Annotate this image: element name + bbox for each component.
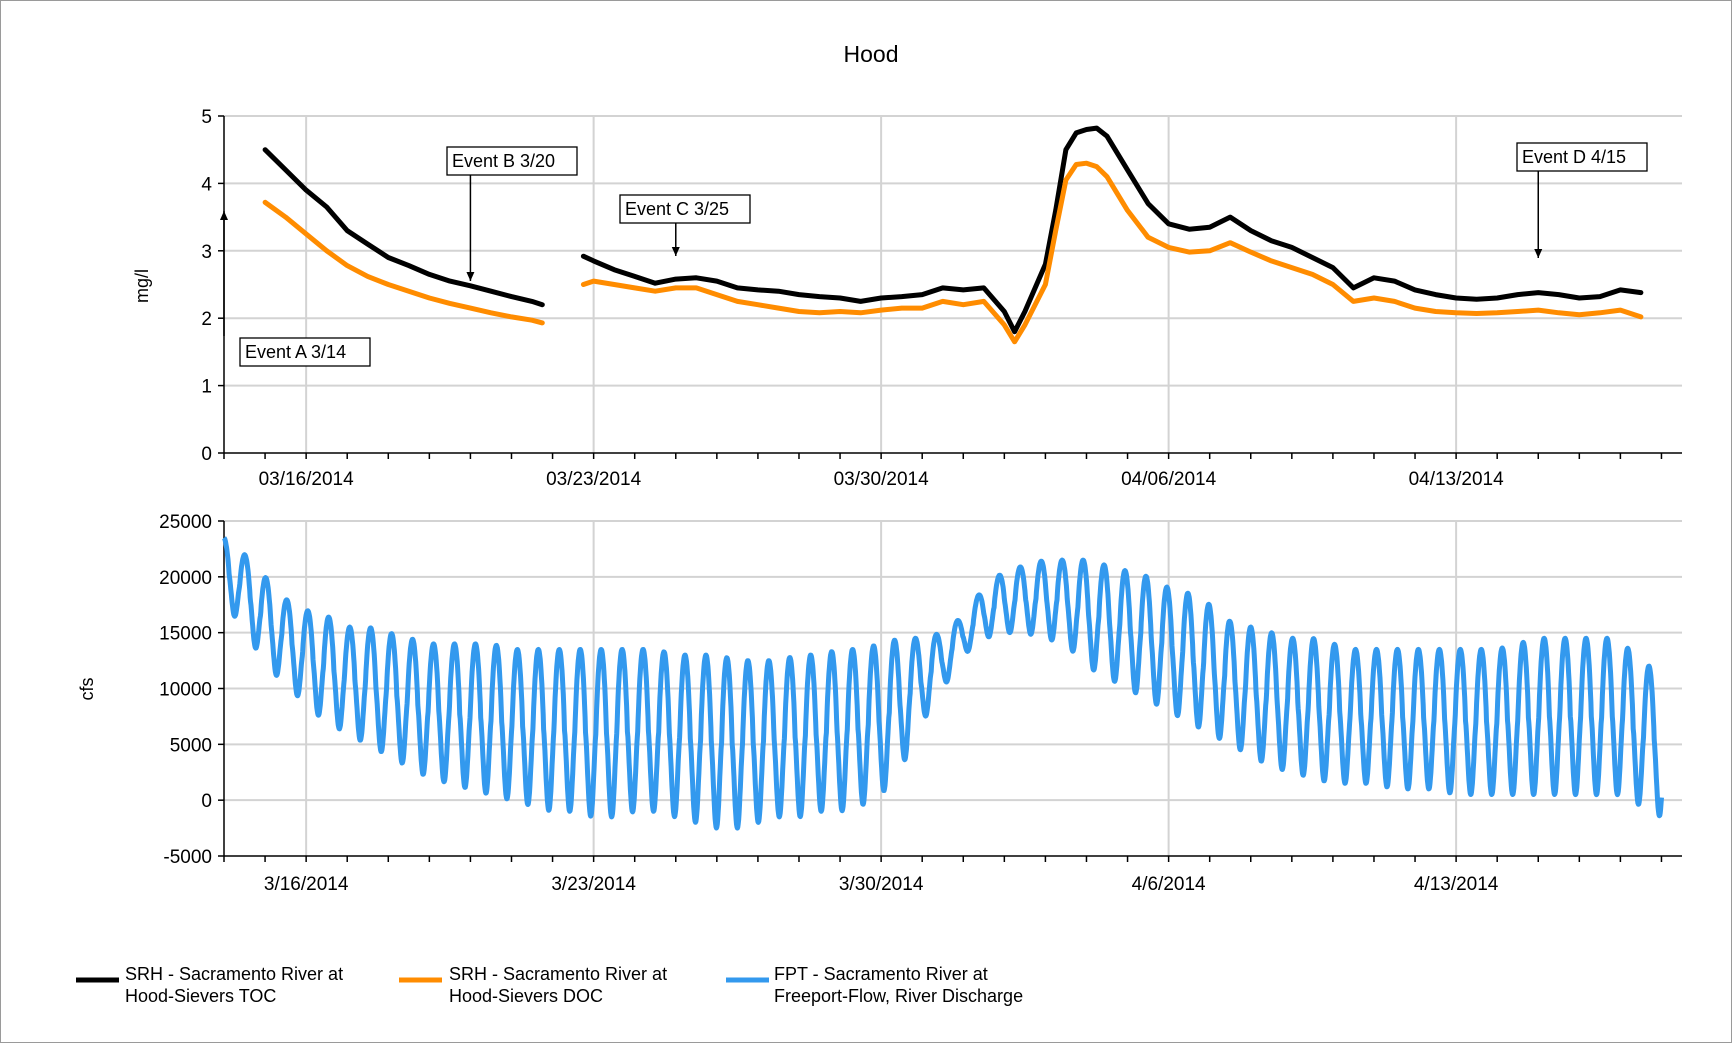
annotation-box	[239, 337, 371, 367]
legend-label: FPT - Sacramento River at	[774, 964, 988, 984]
y-tick-label: 15000	[159, 624, 212, 645]
annotation-label: Event D 4/15	[1522, 147, 1626, 167]
series-line-toc	[262, 147, 545, 308]
x-tick-label: 4/13/2014	[1414, 874, 1499, 895]
x-tick-label: 3/30/2014	[839, 874, 924, 895]
annotation-event: Event C 3/25	[619, 194, 751, 256]
top-plot-area: 0 1 2 3 4 5 03/16/2014 03/23/2014 03/30/2014 04/0…	[201, 107, 1682, 490]
x-tick-label: 03/30/2014	[834, 469, 930, 490]
legend: SRH - Sacramento River at Hood-Sievers T…	[76, 964, 1023, 1006]
legend-label: Hood-Sievers TOC	[125, 986, 276, 1006]
x-tick-label: 04/06/2014	[1121, 469, 1217, 490]
y-tick-label: 0	[201, 791, 212, 812]
y-tick-label: 10000	[159, 680, 212, 701]
annotation-label: Event C 3/25	[625, 199, 729, 219]
top-y-axis-label: mg/l	[132, 269, 152, 303]
y-tick-label: 1	[201, 377, 212, 398]
y-tick-label: 3	[201, 242, 212, 263]
chart-title: Hood	[844, 41, 899, 67]
x-tick-label: 04/13/2014	[1409, 469, 1505, 490]
series-line-flow	[221, 535, 1664, 831]
x-tick-label: 4/6/2014	[1132, 874, 1206, 895]
annotation-label: Event B 3/20	[452, 151, 555, 171]
legend-label: Hood-Sievers DOC	[449, 986, 603, 1006]
annotation-arrowhead	[671, 247, 680, 256]
annotation-event: Event A 3/14	[220, 211, 371, 367]
x-tick-label: 3/16/2014	[264, 874, 349, 895]
y-tick-label: 5	[201, 107, 212, 128]
y-tick-label: 0	[201, 444, 212, 465]
annotation-arrowhead	[466, 272, 475, 281]
annotation-box	[446, 146, 578, 176]
x-tick-label: 3/23/2014	[551, 874, 636, 895]
y-tick-label: 2	[201, 309, 212, 330]
y-tick-label: 25000	[159, 512, 212, 533]
annotation-arrowhead	[1534, 249, 1543, 258]
legend-label: Freeport-Flow, River Discharge	[774, 986, 1023, 1006]
legend-label: SRH - Sacramento River at	[449, 964, 667, 984]
bottom-plot-area: -5000 0 5000 10000 15000 20000 25000 3/16/2014 3…	[159, 512, 1682, 895]
series-line-doc	[580, 160, 1644, 345]
y-tick-label: -5000	[163, 847, 212, 868]
y-tick-label: 20000	[159, 568, 212, 589]
legend-label: SRH - Sacramento River at	[125, 964, 343, 984]
series-line-doc	[262, 199, 545, 326]
y-tick-label: 4	[201, 174, 212, 195]
y-tick-label: 5000	[170, 735, 212, 756]
annotation-label: Event A 3/14	[245, 342, 346, 362]
annotation-event: Event B 3/20	[446, 146, 578, 281]
bottom-y-axis-label: cfs	[77, 677, 97, 700]
x-tick-label: 03/23/2014	[546, 469, 642, 490]
annotation-box	[619, 194, 751, 224]
series-line-toc	[580, 125, 1644, 335]
annotation-event: Event D 4/15	[1516, 142, 1648, 258]
x-tick-label: 03/16/2014	[259, 469, 355, 490]
annotation-box	[1516, 142, 1648, 172]
annotation-arrowhead	[220, 211, 228, 220]
